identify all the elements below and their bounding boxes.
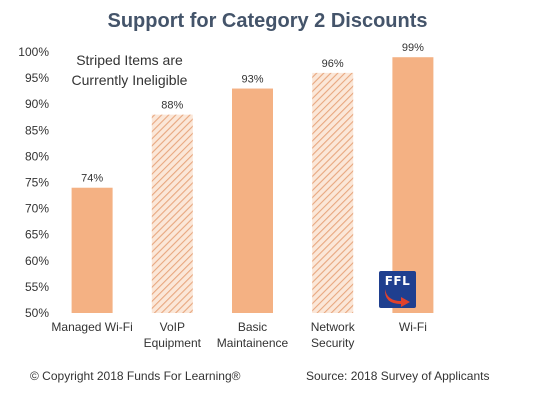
x-category-label: Basic xyxy=(238,320,267,334)
y-tick-label: 70% xyxy=(25,202,49,216)
annotation-line-2: Currently Ineligible xyxy=(71,72,188,88)
bar-value-label: 96% xyxy=(322,58,344,70)
x-category-label: Managed Wi-Fi xyxy=(51,320,132,334)
bar-value-label: 74% xyxy=(81,173,103,185)
annotation-line-1: Striped Items are xyxy=(76,52,183,68)
chart-title: Support for Category 2 Discounts xyxy=(107,10,428,32)
y-tick-label: 100% xyxy=(18,45,49,59)
bar-value-label: 93% xyxy=(241,74,263,86)
x-category-label: Wi-Fi xyxy=(399,320,427,334)
x-category-label: Network xyxy=(311,320,356,334)
arrow-icon xyxy=(384,289,410,307)
y-tick-label: 60% xyxy=(25,254,49,268)
logo-text: FFL xyxy=(384,274,411,288)
x-category-label: Equipment xyxy=(144,336,202,350)
x-category-label: Maintainence xyxy=(217,336,289,350)
ffl-logo: FFL xyxy=(379,271,416,308)
y-tick-label: 55% xyxy=(25,280,49,294)
x-category-label: VoIP xyxy=(160,320,185,334)
bar-value-label: 99% xyxy=(402,42,424,54)
y-tick-label: 65% xyxy=(25,228,49,242)
bar-striped xyxy=(151,114,193,313)
bar xyxy=(232,88,273,313)
copyright-text: © Copyright 2018 Funds For Learning® xyxy=(30,369,241,383)
y-tick-label: 85% xyxy=(25,123,49,137)
x-category-label: Security xyxy=(311,336,354,350)
y-tick-label: 80% xyxy=(25,149,49,163)
bar-value-label: 88% xyxy=(161,100,183,112)
striped-items-annotation: Striped Items are Currently Ineligible xyxy=(62,50,197,90)
y-tick-label: 50% xyxy=(25,306,49,320)
bar xyxy=(71,187,113,313)
y-tick-label: 75% xyxy=(25,176,49,190)
y-tick-label: 90% xyxy=(25,97,49,111)
source-text: Source: 2018 Survey of Applicants xyxy=(306,369,490,383)
y-tick-label: 95% xyxy=(25,71,49,85)
bar xyxy=(392,57,434,313)
bar-striped xyxy=(312,72,354,313)
